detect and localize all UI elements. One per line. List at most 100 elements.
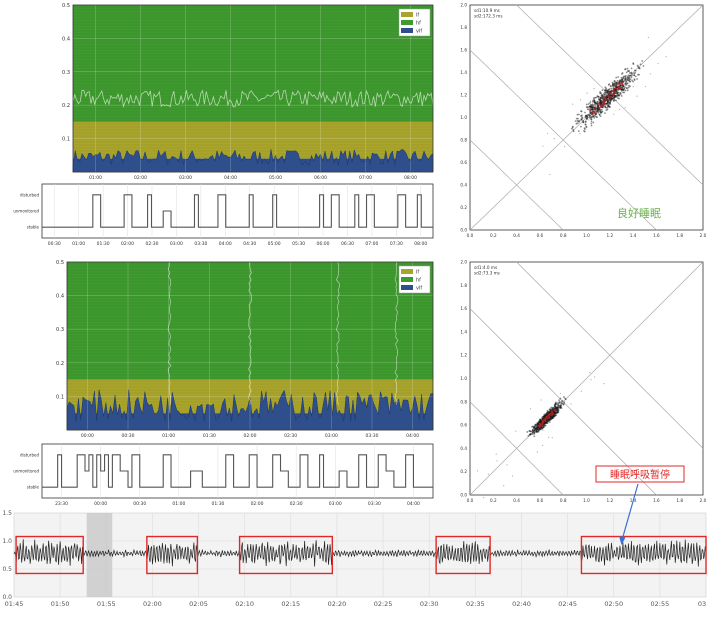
scatter-point <box>626 82 629 85</box>
scatter-point <box>591 106 594 109</box>
scatter-point <box>621 89 624 92</box>
state-label-unmonitored: unmonitored <box>13 469 39 474</box>
legend-swatch-vlf <box>401 28 413 33</box>
x-tick-label: 01:00 <box>72 241 85 247</box>
spectrogram-bottom-spectrogram: 0.5 0.4 0.3 0.2 0.1 00:00 00:30 01:00 01:30 02:00… <box>56 260 434 439</box>
sleep-state-top-sleep-state: disturbed unmonitored stable 00:30 01:00 01:3… <box>13 183 434 247</box>
scatter-point <box>596 107 599 110</box>
scatter-point <box>617 76 620 78</box>
scatter-point <box>624 74 627 77</box>
scatter-point <box>577 117 579 120</box>
sleep-state-bottom-sleep-state: disturbed unmonitored stable 23:30 00:00 00:3… <box>13 443 434 507</box>
scatter-point <box>584 123 587 126</box>
scatter-core-point <box>618 85 620 88</box>
scatter-point <box>628 76 631 79</box>
state-label-disturbed: disturbed <box>20 192 39 197</box>
y-tick-label: 2.0 <box>460 260 467 265</box>
scatter-core-point <box>598 108 601 110</box>
scatter-point <box>624 82 627 85</box>
scatter-outlier <box>636 95 638 97</box>
scatter-core-point <box>551 410 554 413</box>
y-tick-label: 0.4 <box>56 294 64 300</box>
x-tick-label: 02:30 <box>420 600 439 608</box>
scatter-point <box>599 115 602 118</box>
x-tick-label: 02:00 <box>121 241 134 247</box>
x-tick-label: 02:25 <box>374 600 393 608</box>
shaded-interval <box>86 513 113 597</box>
x-tick-label: 04:00 <box>224 175 237 181</box>
scatter-core-point <box>544 419 547 422</box>
scatter-outlier <box>575 122 578 124</box>
scatter-point <box>618 81 621 84</box>
scatter-point <box>556 410 558 413</box>
scatter-core-point <box>608 96 611 98</box>
scatter-point <box>600 102 602 105</box>
scatter-point <box>527 435 530 437</box>
scatter-core-point <box>608 93 611 96</box>
y-tick-label: 0.0 <box>460 493 467 498</box>
x-tick-label: 02:30 <box>290 501 303 507</box>
state-label-unmonitored: unmonitored <box>13 209 39 214</box>
scatter-point <box>613 98 616 101</box>
scatter-point <box>620 79 623 82</box>
scatter-point <box>641 60 644 62</box>
scatter-point <box>590 120 593 123</box>
x-tick-label: 02:30 <box>284 433 297 439</box>
x-tick-label: 1.8 <box>676 233 683 238</box>
scatter-point <box>624 76 627 79</box>
legend-label-vlf: vlf <box>416 29 422 35</box>
y-tick-label: 0.1 <box>62 137 70 143</box>
respiration-line <box>13 539 707 567</box>
scatter-point <box>534 424 537 427</box>
state-line <box>42 454 433 488</box>
scatter-point <box>536 426 539 429</box>
scatter-point <box>531 433 534 436</box>
scatter-point <box>606 100 609 103</box>
scatter-point <box>555 402 558 405</box>
scatter-point <box>610 87 613 90</box>
scatter-point <box>626 67 629 70</box>
legend-swatch-hf <box>401 20 413 25</box>
scatter-core-point <box>538 422 541 425</box>
scatter-point <box>592 115 595 118</box>
x-tick-label: 1.8 <box>676 498 683 503</box>
scatter-point <box>610 85 612 88</box>
scatter-point <box>615 90 618 93</box>
x-tick-label: 23:30 <box>55 501 68 507</box>
y-tick-label: 0.4 <box>62 36 70 42</box>
scatter-core-point <box>550 414 553 417</box>
scatter-outlier <box>511 475 514 477</box>
x-tick-label: 03:00 <box>325 433 338 439</box>
x-tick-label: 0.0 <box>467 498 474 503</box>
state-frame <box>41 443 434 499</box>
x-tick-label: 0.2 <box>490 233 497 238</box>
scatter-point <box>558 399 560 402</box>
y-tick-label: 1.5 <box>2 510 12 517</box>
scatter-core-point <box>548 416 551 419</box>
scatter-point <box>583 127 586 130</box>
scatter-point <box>607 104 610 107</box>
scatter-core-point <box>605 98 607 101</box>
x-tick-label: 0.0 <box>467 233 474 238</box>
legend-label-hf: hf <box>416 278 421 284</box>
scatter-point <box>606 102 609 105</box>
scatter-point <box>634 75 637 78</box>
scatter-outlier <box>542 145 544 147</box>
scatter-point <box>590 116 593 119</box>
scatter-point <box>628 84 630 87</box>
x-tick-label: 02:00 <box>134 175 147 181</box>
x-tick-label: 0.4 <box>513 233 520 238</box>
scatter-point <box>633 74 636 77</box>
scatter-point <box>626 70 629 72</box>
scatter-point <box>590 122 593 125</box>
scatter-point <box>605 91 608 94</box>
scatter-core-point <box>593 111 596 114</box>
scatter-point <box>535 430 538 432</box>
x-tick-label: 1.2 <box>606 498 613 503</box>
annotation-arrow-line <box>621 483 639 541</box>
scatter-point <box>526 431 529 433</box>
x-tick-label: 01:00 <box>172 501 185 507</box>
x-tick-label: 02:40 <box>512 600 531 608</box>
scatter-point <box>612 97 615 100</box>
scatter-point <box>601 95 604 98</box>
